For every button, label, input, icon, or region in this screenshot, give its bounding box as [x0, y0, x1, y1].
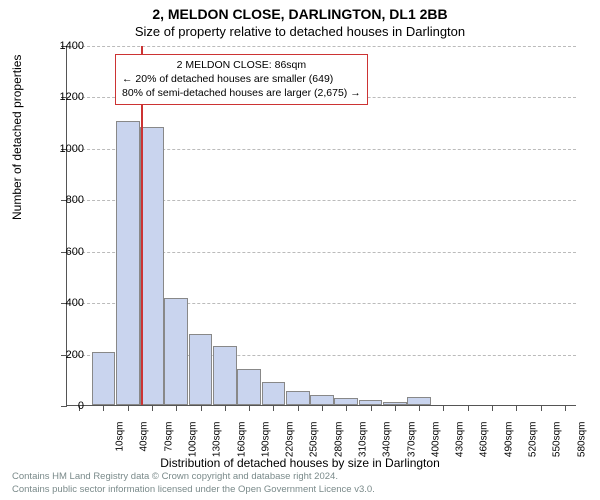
x-tick	[128, 405, 129, 411]
x-tick	[346, 405, 347, 411]
x-tick-label: 310sqm	[358, 422, 369, 466]
x-tick-label: 10sqm	[115, 422, 126, 466]
histogram-bar	[237, 369, 261, 405]
x-tick	[152, 405, 153, 411]
x-tick	[225, 405, 226, 411]
x-tick	[468, 405, 469, 411]
y-tick-label: 400	[44, 297, 84, 309]
gridline	[67, 46, 576, 47]
x-tick-label: 130sqm	[212, 422, 223, 466]
histogram-bar	[262, 382, 286, 405]
chart-container: 2 MELDON CLOSE: 86sqm← 20% of detached h…	[66, 46, 576, 406]
plot-area: 2 MELDON CLOSE: 86sqm← 20% of detached h…	[66, 46, 576, 406]
x-tick-label: 220sqm	[285, 422, 296, 466]
x-tick	[103, 405, 104, 411]
x-tick-label: 580sqm	[576, 422, 587, 466]
page-title: 2, MELDON CLOSE, DARLINGTON, DL1 2BB	[0, 0, 600, 22]
x-tick-label: 490sqm	[503, 422, 514, 466]
x-tick-label: 370sqm	[406, 422, 417, 466]
x-tick	[492, 405, 493, 411]
x-tick-label: 250sqm	[309, 422, 320, 466]
x-tick	[201, 405, 202, 411]
footer-line-1: Contains HM Land Registry data © Crown c…	[12, 471, 375, 483]
x-tick	[322, 405, 323, 411]
y-tick-label: 1200	[44, 91, 84, 103]
y-tick-label: 200	[44, 349, 84, 361]
x-tick	[516, 405, 517, 411]
x-tick	[565, 405, 566, 411]
x-tick	[443, 405, 444, 411]
y-axis-label: Number of detached properties	[10, 55, 24, 220]
x-tick-label: 520sqm	[528, 422, 539, 466]
x-tick-label: 430sqm	[455, 422, 466, 466]
x-tick	[395, 405, 396, 411]
x-tick-label: 40sqm	[139, 422, 150, 466]
x-tick-label: 190sqm	[260, 422, 271, 466]
histogram-bar	[407, 397, 431, 405]
x-tick	[176, 405, 177, 411]
histogram-bar	[164, 298, 188, 405]
x-tick-label: 100sqm	[188, 422, 199, 466]
histogram-bar	[116, 121, 140, 405]
histogram-bar	[92, 352, 116, 405]
histogram-bar	[189, 334, 213, 405]
histogram-bar	[310, 395, 334, 405]
x-tick-label: 550sqm	[552, 422, 563, 466]
annotation-line: ← 20% of detached houses are smaller (64…	[122, 72, 361, 86]
histogram-bar	[140, 127, 164, 405]
x-tick-label: 280sqm	[333, 422, 344, 466]
page-subtitle: Size of property relative to detached ho…	[0, 22, 600, 39]
y-tick-label: 1400	[44, 40, 84, 52]
x-tick	[249, 405, 250, 411]
histogram-bar	[334, 398, 358, 405]
x-tick	[298, 405, 299, 411]
histogram-bar	[286, 391, 310, 405]
histogram-bar	[213, 346, 237, 405]
annotation-line: 2 MELDON CLOSE: 86sqm	[122, 58, 361, 72]
x-tick-label: 460sqm	[479, 422, 490, 466]
x-tick	[371, 405, 372, 411]
footer-line-2: Contains public sector information licen…	[12, 484, 375, 496]
x-tick	[541, 405, 542, 411]
x-tick	[273, 405, 274, 411]
x-tick	[419, 405, 420, 411]
y-tick-label: 1000	[44, 143, 84, 155]
annotation-line: 80% of semi-detached houses are larger (…	[122, 86, 361, 100]
y-tick-label: 0	[44, 400, 84, 412]
annotation-box: 2 MELDON CLOSE: 86sqm← 20% of detached h…	[115, 54, 368, 105]
y-tick-label: 800	[44, 194, 84, 206]
x-tick-label: 160sqm	[236, 422, 247, 466]
y-tick-label: 600	[44, 246, 84, 258]
x-tick-label: 340sqm	[382, 422, 393, 466]
footer-attribution: Contains HM Land Registry data © Crown c…	[12, 471, 375, 496]
x-tick-label: 70sqm	[163, 422, 174, 466]
x-tick-label: 400sqm	[430, 422, 441, 466]
